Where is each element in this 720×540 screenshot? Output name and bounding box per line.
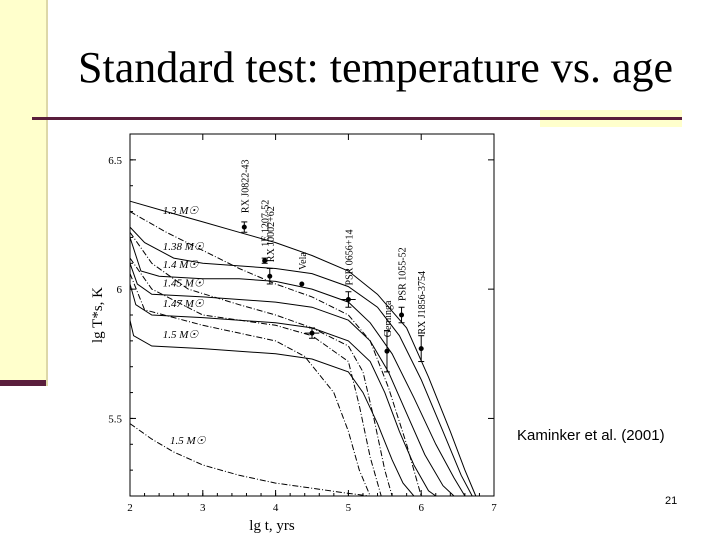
slide-title: Standard test: temperature vs. age	[78, 43, 674, 92]
obs-label: Vela	[298, 252, 309, 270]
obs-point	[262, 258, 268, 264]
obs-point	[299, 281, 305, 287]
cooling-curve	[129, 200, 477, 497]
cooling-curve	[129, 273, 371, 497]
cooling-curve	[129, 283, 437, 497]
obs-point	[384, 348, 390, 354]
obs-label: RX J0002+62	[266, 206, 277, 262]
curve-label: 1.5 M☉	[170, 435, 207, 447]
x-tick-label: 4	[273, 502, 279, 514]
y-tick-label: 5.5	[108, 413, 122, 425]
x-axis-label: lg t, yrs	[249, 518, 295, 534]
cooling-curve	[129, 423, 385, 497]
y-tick-label: 6	[117, 284, 123, 296]
cooling-curve	[129, 211, 422, 497]
obs-label: 1E 1207-52	[261, 200, 272, 247]
obs-point	[309, 330, 315, 336]
curve-label: 1.4 M☉	[163, 259, 200, 271]
cooling-curve	[129, 257, 382, 497]
x-tick-label: 5	[346, 502, 352, 514]
x-tick-label: 3	[200, 502, 206, 514]
y-axis-label: lg T*s, K	[90, 287, 106, 343]
cooling-curve	[129, 263, 455, 497]
y-tick-label: 6.5	[108, 155, 122, 167]
sidebar-divider	[46, 0, 48, 386]
obs-point	[241, 224, 247, 230]
obs-label: RX J1856-3754	[417, 271, 428, 335]
obs-point	[399, 312, 405, 318]
obs-label: Geminga	[383, 300, 394, 337]
figure-credit: Kaminker et al. (2001)	[517, 427, 665, 444]
cooling-chart: 2 3 4 5 6 7 5.5 6 6.5 lg t, yrs lg T*s, K 1.3 M☉ 1.3…	[84, 130, 498, 534]
obs-point	[418, 346, 424, 352]
sidebar-accent-bar	[0, 380, 46, 386]
x-tick-label: 7	[491, 502, 497, 514]
obs-label: RX J0822-43	[240, 159, 251, 213]
cooling-curve	[129, 320, 422, 497]
curve-label: 1.38 M☉	[163, 241, 205, 253]
obs-point	[267, 273, 273, 279]
curve-label: 1.47 M☉	[163, 298, 205, 310]
obs-point	[345, 296, 351, 302]
x-tick-label: 6	[418, 502, 424, 514]
title-rule-accent	[540, 117, 682, 120]
title-rule	[32, 117, 682, 120]
page-number: 21	[665, 495, 678, 507]
obs-label: PSR 0656+14	[344, 230, 355, 286]
obs-label: PSR 1055-52	[398, 247, 409, 301]
sidebar-decoration	[0, 0, 46, 385]
x-tick-label: 2	[127, 502, 133, 514]
cooling-curve	[129, 226, 473, 497]
curve-label: 1.5 M☉	[163, 329, 200, 341]
curve-label: 1.3 M☉	[163, 205, 200, 217]
chart-svg: 2 3 4 5 6 7 5.5 6 6.5 lg t, yrs lg T*s, K 1.3 M☉ 1.3…	[90, 133, 497, 534]
curve-label: 1.45 M☉	[163, 277, 205, 289]
cooling-curve	[129, 237, 466, 497]
